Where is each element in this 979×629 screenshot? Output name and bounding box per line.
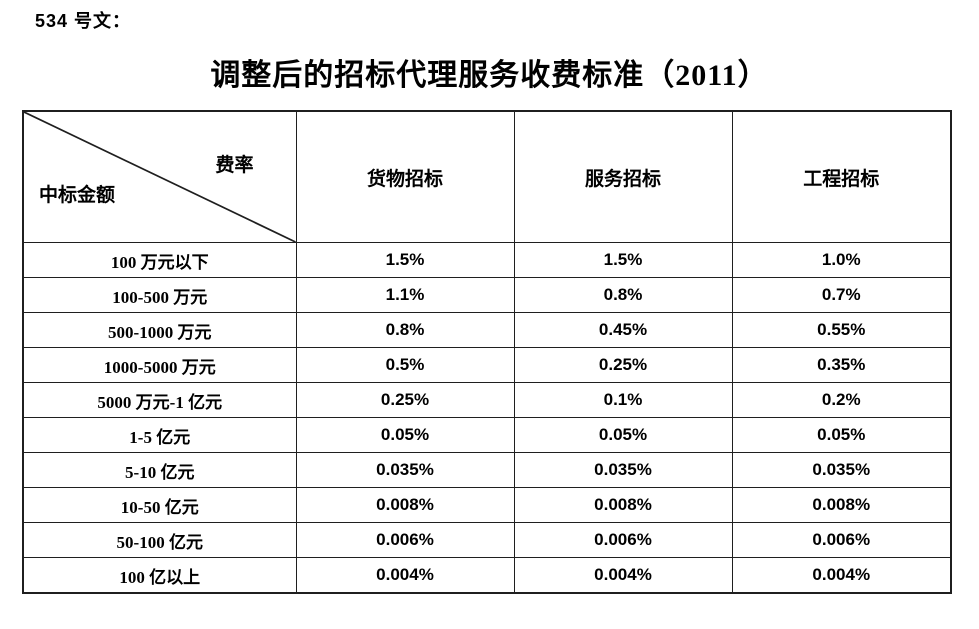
column-header-service-bidding: 服务招标: [513, 110, 733, 243]
doc-number-label: 534 号文：: [35, 11, 132, 31]
corner-fee-rate-label: 费率: [215, 155, 254, 176]
table-row: 100-500 万元 1.1% 0.8% 0.7%: [22, 277, 952, 313]
value-cell: 1.1%: [295, 277, 515, 313]
value-cell: 0.006%: [295, 522, 515, 558]
value-cell: 0.5%: [295, 347, 515, 383]
value-cell: 0.004%: [295, 557, 515, 594]
value-cell: 0.05%: [295, 417, 515, 453]
table-row: 500-1000 万元 0.8% 0.45% 0.55%: [22, 312, 952, 348]
value-cell: 1.5%: [513, 242, 733, 278]
value-cell: 0.35%: [731, 347, 952, 383]
value-cell: 0.004%: [731, 557, 952, 594]
value-cell: 0.035%: [513, 452, 733, 488]
row-label-cell: 100 亿以上: [22, 557, 297, 594]
value-cell: 0.7%: [731, 277, 952, 313]
value-cell: 1.0%: [731, 242, 952, 278]
value-cell: 0.55%: [731, 312, 952, 348]
column-header-engineering-bidding: 工程招标: [731, 110, 952, 243]
value-cell: 0.008%: [295, 487, 515, 523]
page-title: 调整后的招标代理服务收费标准（2011）: [210, 59, 769, 92]
row-label-cell: 1000-5000 万元: [22, 347, 297, 383]
table-row: 10-50 亿元 0.008% 0.008% 0.008%: [22, 487, 952, 523]
value-cell: 0.25%: [295, 382, 515, 418]
column-header-goods-bidding: 货物招标: [295, 110, 515, 243]
corner-bid-amount-label: 中标金额: [39, 185, 116, 206]
value-cell: 0.05%: [513, 417, 733, 453]
value-cell: 0.035%: [295, 452, 515, 488]
value-cell: 1.5%: [295, 242, 515, 278]
table-row: 5000 万元-1 亿元 0.25% 0.1% 0.2%: [22, 382, 952, 418]
table-row: 1000-5000 万元 0.5% 0.25% 0.35%: [22, 347, 952, 383]
fee-rate-table: 费率 中标金额 货物招标 服务招标 工程招标 100 万元以下 1.5% 1.5…: [22, 110, 952, 594]
diagonal-divider-line: [24, 112, 296, 242]
table-row: 1-5 亿元 0.05% 0.05% 0.05%: [22, 417, 952, 453]
row-label-cell: 1-5 亿元: [22, 417, 297, 453]
value-cell: 0.004%: [513, 557, 733, 594]
value-cell: 0.1%: [513, 382, 733, 418]
row-label-cell: 5-10 亿元: [22, 452, 297, 488]
value-cell: 0.2%: [731, 382, 952, 418]
table-corner-cell: 费率 中标金额: [22, 110, 297, 243]
value-cell: 0.45%: [513, 312, 733, 348]
row-label-cell: 50-100 亿元: [22, 522, 297, 558]
table-header-row: 费率 中标金额 货物招标 服务招标 工程招标: [22, 110, 952, 243]
value-cell: 0.25%: [513, 347, 733, 383]
row-label-cell: 100-500 万元: [22, 277, 297, 313]
value-cell: 0.006%: [513, 522, 733, 558]
row-label-cell: 500-1000 万元: [22, 312, 297, 348]
value-cell: 0.8%: [295, 312, 515, 348]
table-row: 50-100 亿元 0.006% 0.006% 0.006%: [22, 522, 952, 558]
row-label-cell: 100 万元以下: [22, 242, 297, 278]
table-row: 100 亿以上 0.004% 0.004% 0.004%: [22, 557, 952, 594]
value-cell: 0.008%: [731, 487, 952, 523]
fee-table-container: 费率 中标金额 货物招标 服务招标 工程招标 100 万元以下 1.5% 1.5…: [22, 110, 952, 594]
value-cell: 0.05%: [731, 417, 952, 453]
row-label-cell: 5000 万元-1 亿元: [22, 382, 297, 418]
value-cell: 0.008%: [513, 487, 733, 523]
value-cell: 0.8%: [513, 277, 733, 313]
value-cell: 0.006%: [731, 522, 952, 558]
row-label-cell: 10-50 亿元: [22, 487, 297, 523]
table-row: 5-10 亿元 0.035% 0.035% 0.035%: [22, 452, 952, 488]
value-cell: 0.035%: [731, 452, 952, 488]
table-row: 100 万元以下 1.5% 1.5% 1.0%: [22, 242, 952, 278]
